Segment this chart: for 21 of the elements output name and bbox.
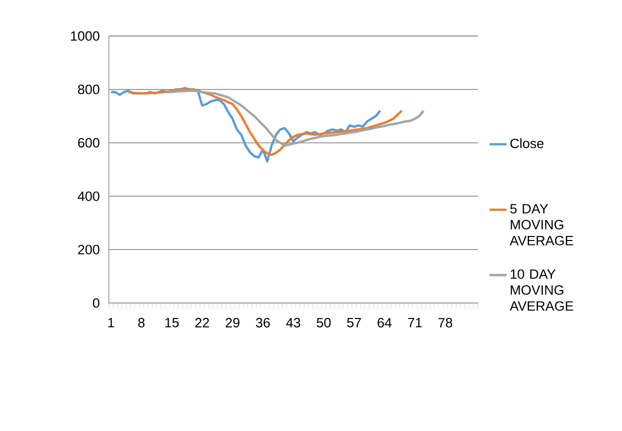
x-tick-label: 71 bbox=[408, 318, 422, 328]
legend-label: 10 DAY MOVING AVERAGE bbox=[510, 269, 574, 311]
x-tick-label: 1 bbox=[108, 318, 114, 328]
x-tick-label: 64 bbox=[378, 318, 392, 328]
y-tick-label: 600 bbox=[78, 138, 100, 148]
x-tick-label: 22 bbox=[195, 318, 209, 328]
y-tick-label: 200 bbox=[78, 244, 100, 254]
y-tick-label: 0 bbox=[92, 298, 100, 308]
y-tick-label: 800 bbox=[78, 84, 100, 94]
x-tick-label: 15 bbox=[165, 318, 179, 328]
x-tick-label: 57 bbox=[347, 318, 361, 328]
legend-label: Close bbox=[510, 138, 544, 148]
x-tick-label: 43 bbox=[286, 318, 300, 328]
y-tick-label: 400 bbox=[78, 191, 100, 201]
x-tick-label: 29 bbox=[226, 318, 240, 328]
x-tick-label: 8 bbox=[138, 318, 145, 328]
x-tick-label: 36 bbox=[256, 318, 270, 328]
y-tick-label: 1000 bbox=[71, 31, 100, 41]
legend-label: 5 DAY MOVING AVERAGE bbox=[510, 204, 574, 246]
x-tick-label: 78 bbox=[438, 318, 452, 328]
x-tick-label: 50 bbox=[316, 318, 331, 328]
